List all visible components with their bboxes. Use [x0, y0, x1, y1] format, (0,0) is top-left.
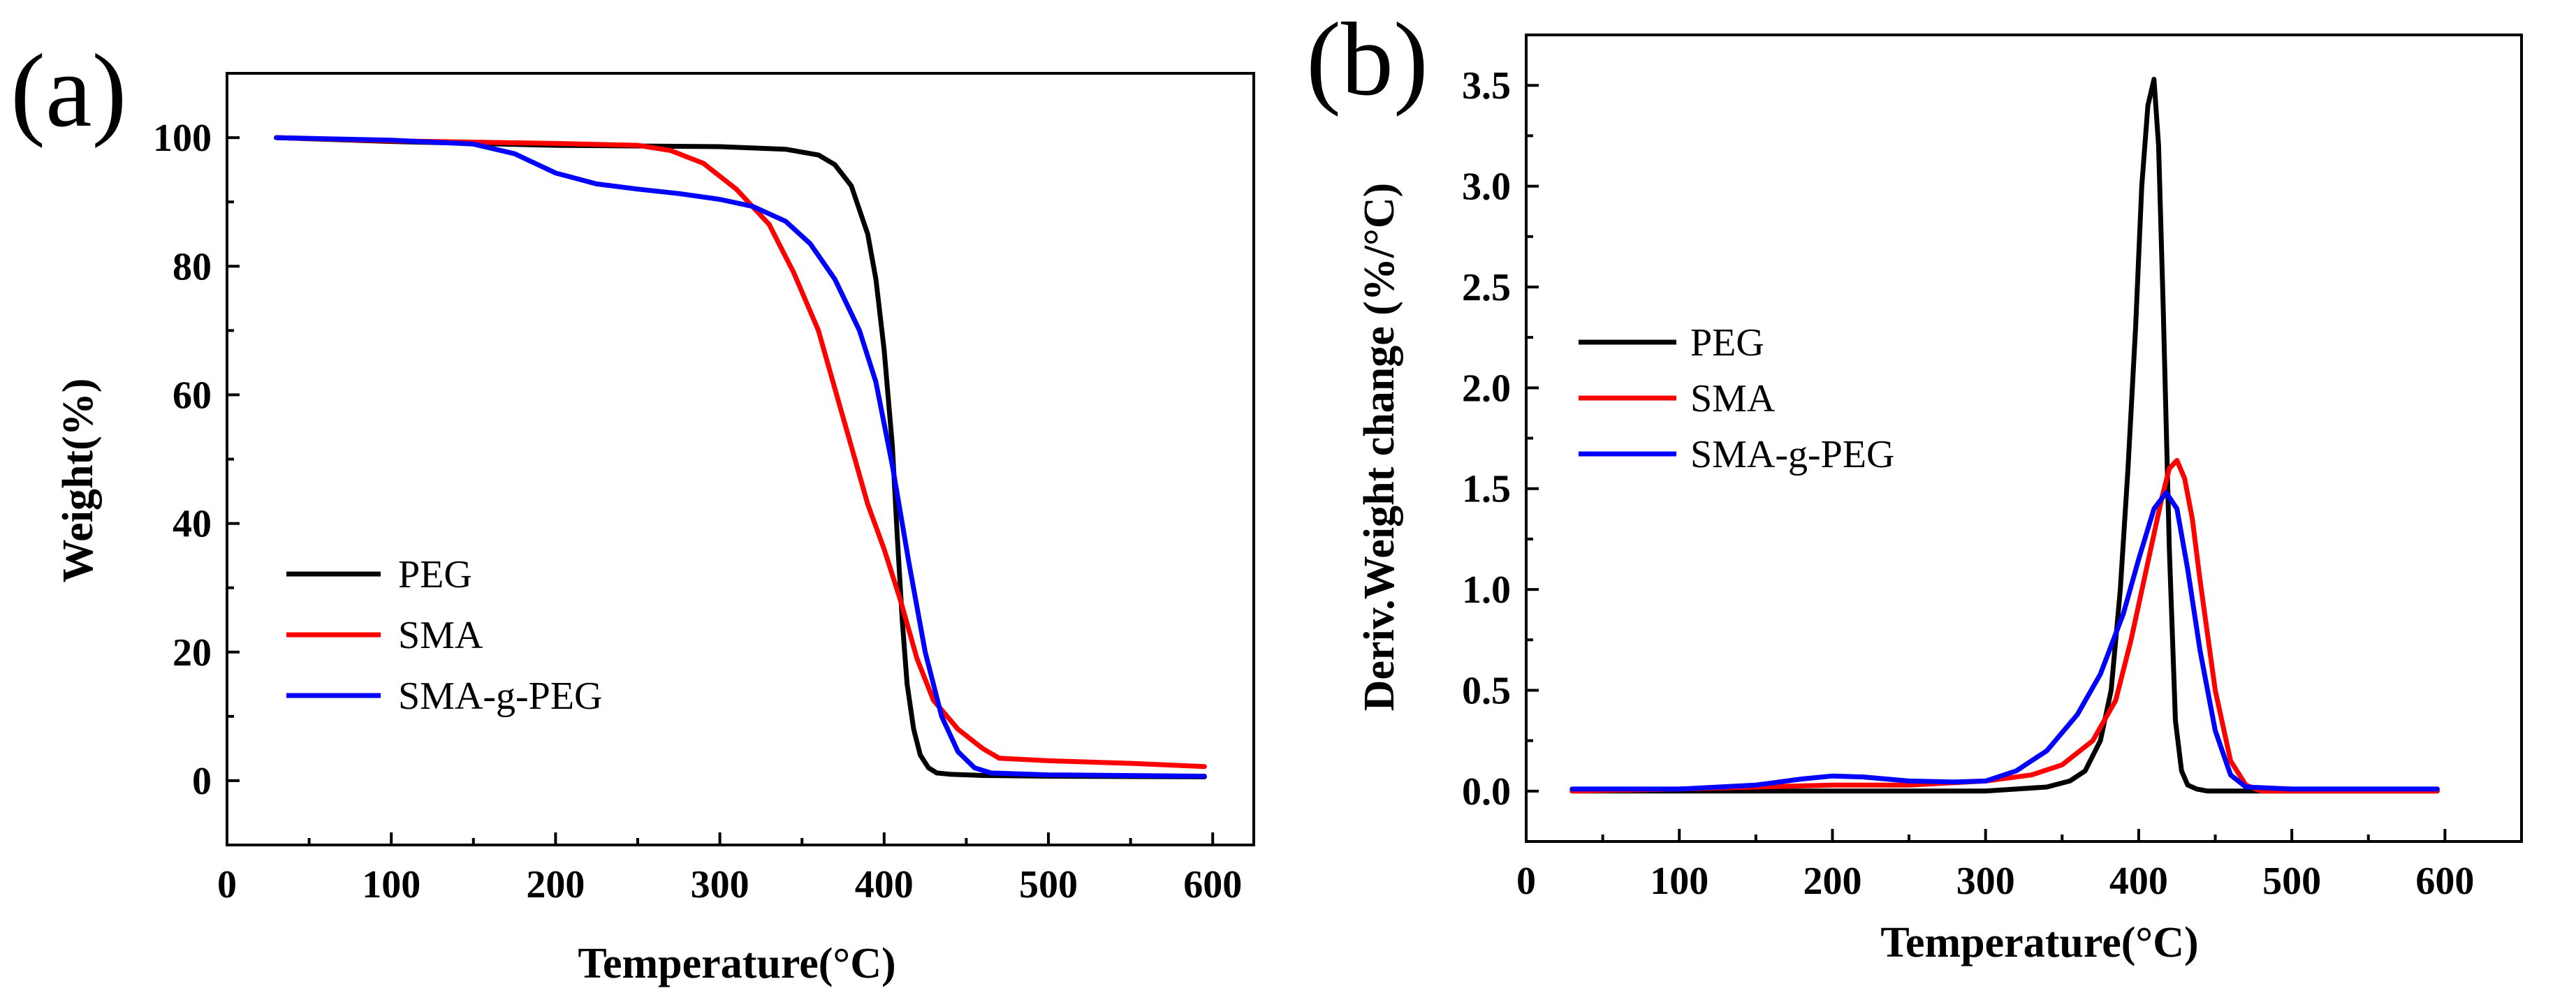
- panel-b-xtick-label: 300: [1956, 860, 2015, 903]
- panel-a-ytick-label: 80: [173, 245, 212, 288]
- panel-b-series-peg: [1569, 77, 2440, 794]
- panel-b-xtick-label: 100: [1650, 860, 1708, 903]
- panel-b-ytick-label: 3.0: [1462, 166, 1511, 209]
- panel-a-xlabel: Temperature(°C): [578, 940, 895, 987]
- panel-a-ytick-label: 100: [153, 117, 212, 160]
- panel-a-plot-frame: [226, 72, 1255, 846]
- panel-a-label: (a): [10, 33, 126, 149]
- panel-a-series: [274, 135, 1207, 779]
- panel-b-ylabel: Deriv.Weight change (%/°C): [1356, 183, 1403, 712]
- panel-a-xtick-label: 300: [691, 863, 749, 906]
- panel-a-ytick-label: 20: [173, 631, 212, 675]
- panel-b-ticks: 0 100 200 300 400 500 600 0.0 0.5 1.0 1.5 2.0 2.5 3.0…: [1462, 64, 2474, 903]
- panel-a-ytick-label: 60: [173, 374, 212, 417]
- panel-b-label: (b): [1306, 1, 1428, 117]
- panel-b-xtick-label: 200: [1803, 860, 1861, 903]
- panel-b-ytick-label: 0.0: [1462, 770, 1511, 814]
- panel-a-ylabel: Weight(%): [54, 378, 102, 583]
- tga-weight-chart: (a) Weight(%) Temperature(°C) 0 100 200 300…: [10, 33, 1255, 987]
- panel-b-xtick-label: 0: [1516, 860, 1536, 903]
- panel-a-ytick-label: 0: [192, 760, 212, 803]
- panel-b-xtick-label: 600: [2415, 860, 2474, 903]
- panel-a-xtick-label: 500: [1019, 863, 1078, 906]
- panel-b-xlabel: Temperature(°C): [1880, 919, 2198, 966]
- panel-a-legend: PEG SMA SMA-g-PEG: [286, 553, 602, 718]
- panel-a-legend-label-sma-g-peg: SMA-g-PEG: [398, 675, 602, 718]
- panel-b-series-sma: [1569, 457, 2440, 794]
- panel-b-legend-label-sma-g-peg: SMA-g-PEG: [1690, 433, 1894, 476]
- panel-b-plot-frame: [1525, 34, 2523, 843]
- panel-a-series-peg: [274, 135, 1207, 779]
- panel-a-xtick-label: 200: [526, 863, 585, 906]
- panel-b-legend-label-sma: SMA: [1690, 377, 1776, 420]
- panel-b-xtick-label: 400: [2109, 860, 2168, 903]
- panel-b-xtick-label: 500: [2262, 860, 2321, 903]
- panel-a-xtick-label: 0: [217, 863, 237, 906]
- panel-a-xtick-label: 600: [1183, 863, 1242, 906]
- panel-b-ytick-label: 0.5: [1462, 669, 1511, 712]
- panel-b-ytick-label: 2.5: [1462, 266, 1511, 309]
- dtg-chart: (b) Deriv.Weight change (%/°C) Temperatu…: [1306, 1, 2523, 966]
- panel-a-ytick-label: 40: [173, 503, 212, 546]
- panel-b-legend: PEG SMA SMA-g-PEG: [1579, 321, 1894, 476]
- panel-a-series-sma: [274, 135, 1207, 770]
- panel-b-ytick-label: 2.0: [1462, 367, 1511, 410]
- panel-a-legend-label-sma: SMA: [398, 614, 483, 657]
- panel-a-ticks: 0 100 200 300 400 500 600 0 20 40 60 80 100: [153, 117, 1242, 906]
- panel-b-legend-label-peg: PEG: [1690, 321, 1764, 365]
- panel-b-series: [1569, 77, 2440, 794]
- panel-a-legend-label-peg: PEG: [398, 553, 472, 596]
- panel-b-ytick-label: 3.5: [1462, 64, 1511, 108]
- panel-b-series-sma-g-peg: [1569, 490, 2440, 792]
- panel-b-ytick-label: 1.0: [1462, 568, 1511, 612]
- panel-b-ytick-label: 1.5: [1462, 468, 1511, 511]
- panel-a-series-sma-g-peg: [274, 135, 1207, 779]
- panel-a-xtick-label: 100: [362, 863, 420, 906]
- panel-a-xtick-label: 400: [855, 863, 914, 906]
